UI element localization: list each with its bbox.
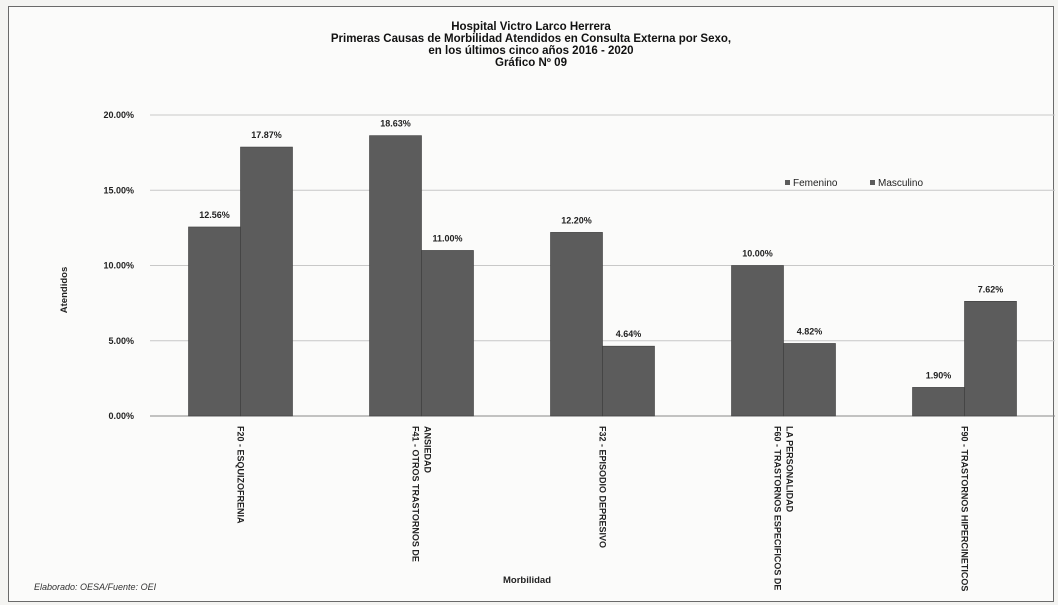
y-tick-label: 5.00% bbox=[108, 336, 134, 346]
bar-femenino-2 bbox=[550, 232, 603, 417]
data-label: 10.00% bbox=[742, 249, 773, 259]
bar-femenino-3 bbox=[731, 265, 784, 417]
legend: Femenino Masculino bbox=[785, 178, 923, 189]
category-label: F60 - TRASTORNOS ESPECIFICOS DE bbox=[773, 426, 783, 590]
bar-masculino-4 bbox=[964, 301, 1017, 417]
data-label: 4.64% bbox=[616, 329, 642, 339]
y-tick-label: 15.00% bbox=[103, 185, 134, 195]
data-labels: 12.56% 17.87% 18.63% 11.00% 12.20% 4.64% 10.00… bbox=[199, 119, 1003, 381]
data-label: 7.62% bbox=[978, 284, 1004, 294]
legend-label-femenino: Femenino bbox=[793, 178, 838, 189]
chart-subtitle-line-2: en los últimos cinco años 2016 - 2020 bbox=[428, 45, 633, 57]
bar-femenino-0 bbox=[188, 226, 241, 417]
data-label: 4.82% bbox=[797, 326, 823, 336]
legend-swatch-masculino bbox=[870, 180, 875, 185]
y-axis-ticks: 0.00% 5.00% 10.00% 15.00% 20.00% bbox=[103, 110, 134, 421]
data-label: 12.56% bbox=[199, 210, 230, 220]
data-label: 11.00% bbox=[432, 233, 462, 243]
legend-label-masculino: Masculino bbox=[878, 178, 923, 189]
category-label: F41 - OTROS TRASTORNOS DE bbox=[411, 426, 421, 562]
y-tick-label: 10.00% bbox=[103, 261, 134, 271]
legend-swatch-femenino bbox=[785, 180, 790, 185]
data-label: 1.90% bbox=[926, 370, 952, 380]
chart-frame bbox=[8, 6, 1054, 602]
data-label: 17.87% bbox=[251, 130, 282, 140]
chart-subtitle-line-3: Gráfico Nº 09 bbox=[495, 57, 567, 69]
y-tick-label: 20.00% bbox=[103, 110, 134, 120]
bar-femenino-4 bbox=[912, 387, 965, 417]
data-label: 18.63% bbox=[380, 119, 411, 129]
y-tick-label: 0.00% bbox=[108, 411, 134, 421]
footer-source: Elaborado: OESA/Fuente: OEI bbox=[34, 582, 157, 592]
y-axis-label: Atendidos bbox=[59, 267, 70, 313]
category-label: ANSIEDAD bbox=[423, 426, 433, 474]
category-label: LA PERSONALIDAD bbox=[785, 426, 795, 513]
chart-subtitle-line-1: Primeras Causas de Morbilidad Atendidos … bbox=[331, 33, 731, 45]
category-label: F20 - ESQUIZOFRENIA bbox=[236, 426, 246, 524]
category-labels: F20 - ESQUIZOFRENIA F41 - OTROS TRASTORNO… bbox=[236, 426, 970, 591]
chart-title: Hospital Victro Larco Herrera bbox=[451, 21, 611, 33]
chart-title-block: Hospital Victro Larco Herrera Primeras C… bbox=[331, 21, 731, 69]
bar-masculino-0 bbox=[240, 146, 293, 417]
bar-masculino-3 bbox=[783, 343, 836, 417]
bars-group bbox=[188, 135, 1017, 417]
bar-masculino-1 bbox=[421, 250, 474, 417]
category-label: F90 - TRASTORNOS HIPERCINETICOS bbox=[960, 426, 970, 591]
x-axis-label: Morbilidad bbox=[503, 575, 551, 586]
bar-masculino-2 bbox=[602, 345, 655, 417]
data-label: 12.20% bbox=[561, 215, 592, 225]
category-label: F32 - EPISODIO DEPRESIVO bbox=[598, 426, 608, 548]
bar-femenino-1 bbox=[369, 135, 422, 417]
